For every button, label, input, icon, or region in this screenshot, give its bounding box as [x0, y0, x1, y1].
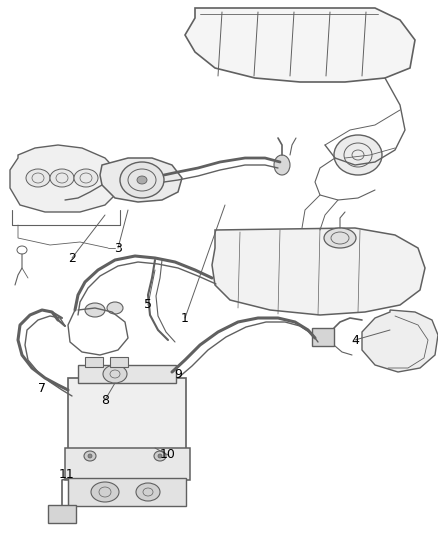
Bar — [110, 357, 128, 367]
Bar — [48, 505, 76, 523]
Bar — [65, 448, 190, 480]
Ellipse shape — [137, 176, 147, 184]
Ellipse shape — [103, 365, 127, 383]
Polygon shape — [212, 228, 424, 315]
Ellipse shape — [85, 303, 105, 317]
Ellipse shape — [50, 169, 74, 187]
Bar — [311, 328, 333, 346]
Text: 3: 3 — [114, 241, 122, 254]
Text: 10: 10 — [160, 448, 176, 462]
Ellipse shape — [120, 162, 164, 198]
Ellipse shape — [158, 454, 162, 458]
Bar — [68, 378, 186, 450]
Text: 11: 11 — [59, 469, 75, 481]
Bar — [68, 478, 186, 506]
Text: 7: 7 — [38, 382, 46, 394]
Ellipse shape — [88, 454, 92, 458]
Ellipse shape — [91, 482, 119, 502]
Polygon shape — [10, 145, 118, 212]
Ellipse shape — [84, 451, 96, 461]
Text: 5: 5 — [144, 298, 152, 311]
Text: 9: 9 — [173, 368, 181, 382]
Ellipse shape — [273, 155, 290, 175]
Polygon shape — [100, 158, 182, 202]
Ellipse shape — [74, 169, 98, 187]
Ellipse shape — [107, 302, 123, 314]
Text: 1: 1 — [180, 311, 188, 325]
Ellipse shape — [26, 169, 50, 187]
Text: 2: 2 — [68, 252, 76, 264]
Ellipse shape — [323, 228, 355, 248]
Text: 4: 4 — [350, 334, 358, 346]
Ellipse shape — [333, 135, 381, 175]
Text: 8: 8 — [101, 393, 109, 407]
Bar — [85, 357, 103, 367]
Ellipse shape — [136, 483, 159, 501]
Bar — [78, 365, 176, 383]
Ellipse shape — [154, 451, 166, 461]
Polygon shape — [361, 310, 437, 372]
Polygon shape — [184, 8, 414, 82]
